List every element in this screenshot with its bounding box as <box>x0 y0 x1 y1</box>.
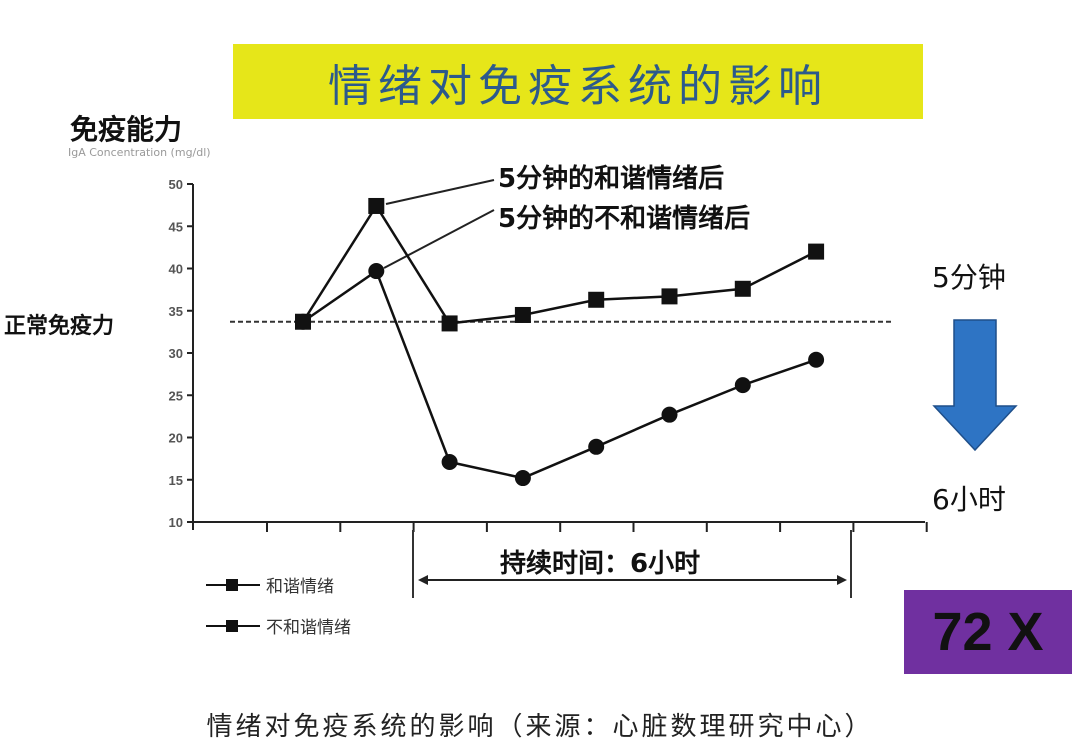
svg-text:25: 25 <box>169 388 183 403</box>
legend-item-harmonious: 和谐情绪 <box>206 572 334 597</box>
legend-label: 和谐情绪 <box>266 577 334 597</box>
square-marker-icon <box>206 617 260 635</box>
svg-text:10: 10 <box>169 515 183 530</box>
time-end-label: 6小时 <box>932 483 1006 516</box>
svg-text:30: 30 <box>169 346 183 361</box>
down-arrow-icon <box>932 319 1018 452</box>
figure-caption: 情绪对免疫系统的影响（来源：心脏数理研究中心） <box>206 712 874 742</box>
svg-text:35: 35 <box>169 304 183 319</box>
multiplier-value: 72 X <box>932 602 1044 662</box>
time-start-label: 5分钟 <box>932 261 1006 294</box>
y-axis-label: 免疫能力 <box>70 113 183 146</box>
legend-label: 不和谐情绪 <box>266 618 351 638</box>
duration-label: 持续时间：6小时 <box>500 549 701 579</box>
y-axis-sublabel: IgA Concentration (mg/dl) <box>68 146 211 159</box>
svg-text:45: 45 <box>169 219 183 234</box>
normal-immunity-label: 正常免疫力 <box>4 314 115 339</box>
svg-text:40: 40 <box>169 262 183 277</box>
title-banner: 情绪对免疫系统的影响 <box>233 44 923 119</box>
multiplier-badge: 72 X <box>904 590 1072 674</box>
chart-title: 情绪对免疫系统的影响 <box>328 60 828 112</box>
annotation-harmonious: 5分钟的和谐情绪后 <box>498 164 725 194</box>
square-marker-icon <box>206 576 260 594</box>
svg-text:15: 15 <box>169 473 183 488</box>
svg-text:50: 50 <box>169 177 183 192</box>
legend-item-disharmonious: 不和谐情绪 <box>206 613 351 638</box>
svg-text:20: 20 <box>169 431 183 446</box>
annotation-disharmonious: 5分钟的不和谐情绪后 <box>498 204 751 234</box>
